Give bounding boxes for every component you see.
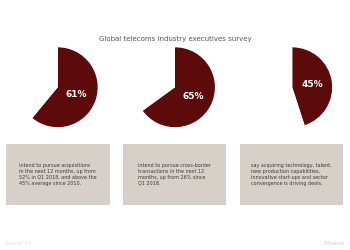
Text: of the global telecoms industry executives are expected to actively pursue acqui: of the global telecoms industry executiv…: [5, 215, 253, 226]
Wedge shape: [18, 47, 58, 118]
Wedge shape: [252, 47, 304, 127]
Text: 61%: 61%: [66, 90, 87, 98]
Bar: [240, 144, 343, 205]
Text: say acquiring technology, talent,
new production capabilities,
innovative start-: say acquiring technology, talent, new pr…: [251, 163, 332, 186]
Text: 65%: 65%: [182, 92, 204, 101]
Wedge shape: [135, 47, 175, 111]
Wedge shape: [32, 47, 98, 127]
Text: intend to pursue acquisitions
in the next 12 months, up from
52% in Q1 2018, and: intend to pursue acquisitions in the nex…: [19, 163, 97, 186]
Text: intend to pursue cross-border
transactions in the next 12
months, up from 26% si: intend to pursue cross-border transactio…: [138, 163, 211, 186]
Text: Global telecoms industry executives survey: Global telecoms industry executives surv…: [99, 36, 251, 42]
Wedge shape: [143, 47, 215, 127]
Text: Source: EY: Source: EY: [5, 241, 32, 246]
Text: Finaro: Finaro: [324, 241, 345, 246]
Text: Telecoms industry M&A outlook and major themes: Telecoms industry M&A outlook and major …: [37, 9, 313, 20]
Text: 45%: 45%: [301, 80, 323, 89]
Bar: [6, 144, 110, 205]
Wedge shape: [292, 47, 332, 125]
Bar: [123, 144, 226, 205]
